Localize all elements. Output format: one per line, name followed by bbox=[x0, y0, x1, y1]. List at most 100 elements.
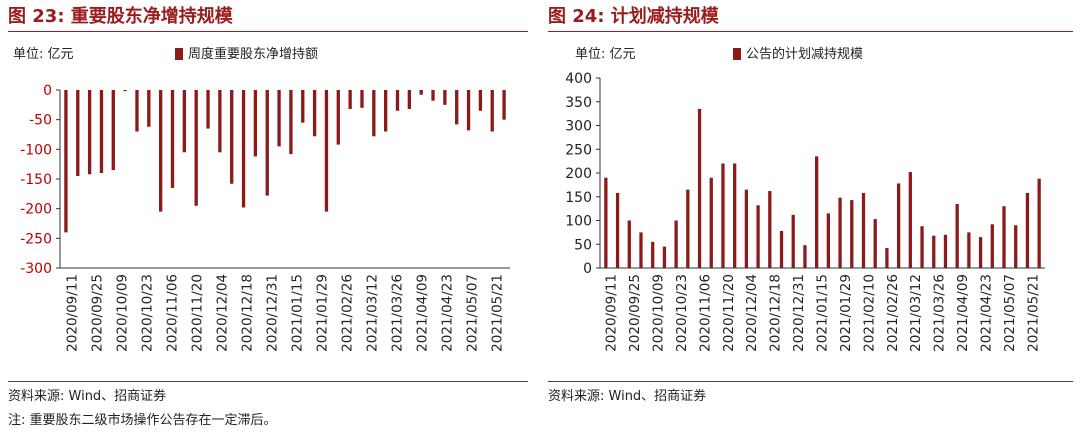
bar bbox=[697, 108, 702, 269]
bottom-rule-left bbox=[8, 381, 528, 382]
y-tick-label: -250 bbox=[20, 231, 52, 247]
x-tick-label: 2020/10/09 bbox=[115, 274, 131, 352]
legend-swatch bbox=[175, 48, 183, 60]
x-tick-label: 2021/01/15 bbox=[815, 274, 831, 352]
x-tick-label: 2020/12/18 bbox=[240, 274, 256, 352]
bar bbox=[455, 90, 459, 125]
bar bbox=[135, 90, 139, 132]
title-text-left: 重要股东净增持规模 bbox=[70, 6, 233, 27]
bar bbox=[241, 90, 246, 208]
source-right: 资料来源: Wind、招商证券 bbox=[548, 389, 707, 404]
bar bbox=[604, 177, 608, 268]
bar bbox=[826, 213, 830, 269]
y-tick-label: -50 bbox=[29, 113, 52, 129]
bar bbox=[372, 90, 376, 137]
y-tick-label: 300 bbox=[565, 119, 592, 135]
bar bbox=[978, 237, 983, 269]
x-tick-label: 2021/03/12 bbox=[908, 274, 924, 352]
y-tick-label: 0 bbox=[43, 83, 52, 99]
bar bbox=[779, 230, 784, 268]
x-tick-label: 2020/10/09 bbox=[651, 274, 667, 352]
bar bbox=[360, 90, 364, 108]
x-tick-label: 2021/05/21 bbox=[490, 274, 506, 352]
x-tick-label: 2021/03/26 bbox=[932, 274, 948, 352]
footnote-left: 注: 重要股东二级市场操作公告存在一定滞后。 bbox=[8, 413, 277, 428]
legend-swatch bbox=[733, 48, 741, 60]
figure-label-right: 图 24: bbox=[548, 6, 605, 27]
bar-chart-left: 单位: 亿元 周度重要股东净增持额 0 -50 -100 -150 -200 -250 -300… bbox=[13, 46, 510, 352]
bar bbox=[896, 183, 901, 268]
bar bbox=[466, 90, 471, 131]
bar bbox=[76, 90, 80, 177]
x-tick-label: 2021/03/26 bbox=[390, 274, 406, 352]
x-tick-label: 2021/02/10 bbox=[861, 274, 877, 352]
bar bbox=[502, 90, 506, 120]
bar bbox=[407, 90, 411, 109]
bar bbox=[490, 90, 494, 132]
bar bbox=[920, 226, 924, 268]
x-tick-label: 2021/01/29 bbox=[838, 274, 854, 352]
bar bbox=[721, 163, 725, 268]
chart-title-right: 图 24: 计划减持规模 bbox=[548, 2, 719, 28]
bar bbox=[990, 224, 994, 268]
bar bbox=[627, 220, 631, 268]
figure-label-left: 图 23: bbox=[8, 6, 65, 27]
bar bbox=[478, 90, 483, 111]
bar bbox=[639, 232, 643, 269]
x-tick-label: 2021/04/09 bbox=[955, 274, 971, 352]
bar bbox=[194, 90, 198, 206]
bar bbox=[873, 219, 877, 268]
bar bbox=[1002, 206, 1006, 268]
bar bbox=[443, 90, 447, 105]
bar bbox=[815, 156, 819, 269]
x-tick-label: 2021/04/23 bbox=[978, 274, 994, 352]
y-tick-label: -200 bbox=[20, 202, 52, 218]
bar bbox=[147, 90, 151, 127]
x-tick-label: 2021/02/26 bbox=[885, 274, 901, 352]
x-tick-label: 2021/02/26 bbox=[340, 274, 356, 352]
bar bbox=[1025, 192, 1030, 268]
bar bbox=[419, 90, 423, 95]
bar bbox=[265, 90, 269, 196]
y-tick-label: 150 bbox=[565, 190, 592, 206]
bar bbox=[277, 90, 281, 147]
y-tick-label: -300 bbox=[20, 261, 52, 277]
y-tick-label: 50 bbox=[574, 237, 592, 253]
bar bbox=[838, 197, 842, 268]
bar bbox=[709, 177, 713, 268]
bar bbox=[123, 90, 127, 92]
bar bbox=[686, 189, 690, 269]
bottom-rule-right bbox=[548, 381, 1073, 382]
y-tick-label: 400 bbox=[565, 71, 592, 87]
bar bbox=[744, 189, 749, 269]
x-tick-label: 2021/03/12 bbox=[365, 274, 381, 352]
bar bbox=[395, 90, 400, 111]
x-tick-label: 2020/12/31 bbox=[791, 274, 807, 352]
bar bbox=[768, 191, 772, 268]
x-tick-label: 2020/09/11 bbox=[604, 274, 620, 352]
bar bbox=[384, 90, 388, 132]
bar bbox=[111, 90, 115, 171]
x-tick-label: 2021/05/07 bbox=[1002, 274, 1018, 352]
x-tick-label: 2020/11/06 bbox=[165, 274, 181, 352]
title-text-right: 计划减持规模 bbox=[610, 6, 719, 27]
bar bbox=[324, 90, 329, 212]
bar bbox=[99, 90, 104, 174]
bar bbox=[662, 246, 667, 269]
bar bbox=[312, 90, 317, 137]
x-tick-label: 2021/01/15 bbox=[290, 274, 306, 352]
title-rule-right bbox=[548, 31, 1073, 32]
bar bbox=[908, 172, 912, 268]
x-tick-label: 2020/12/18 bbox=[768, 274, 784, 352]
bar bbox=[651, 241, 655, 269]
bar bbox=[967, 232, 971, 269]
y-tick-label: -100 bbox=[20, 142, 52, 158]
bar bbox=[733, 163, 737, 268]
bar bbox=[301, 90, 305, 123]
x-tick-label: 2021/04/09 bbox=[415, 274, 431, 352]
bar bbox=[170, 90, 175, 188]
chart-title-left: 图 23: 重要股东净增持规模 bbox=[8, 2, 233, 28]
source-left: 资料来源: Wind、招商证券 bbox=[8, 389, 167, 404]
bar bbox=[336, 90, 340, 145]
x-tick-label: 2021/04/23 bbox=[440, 274, 456, 352]
